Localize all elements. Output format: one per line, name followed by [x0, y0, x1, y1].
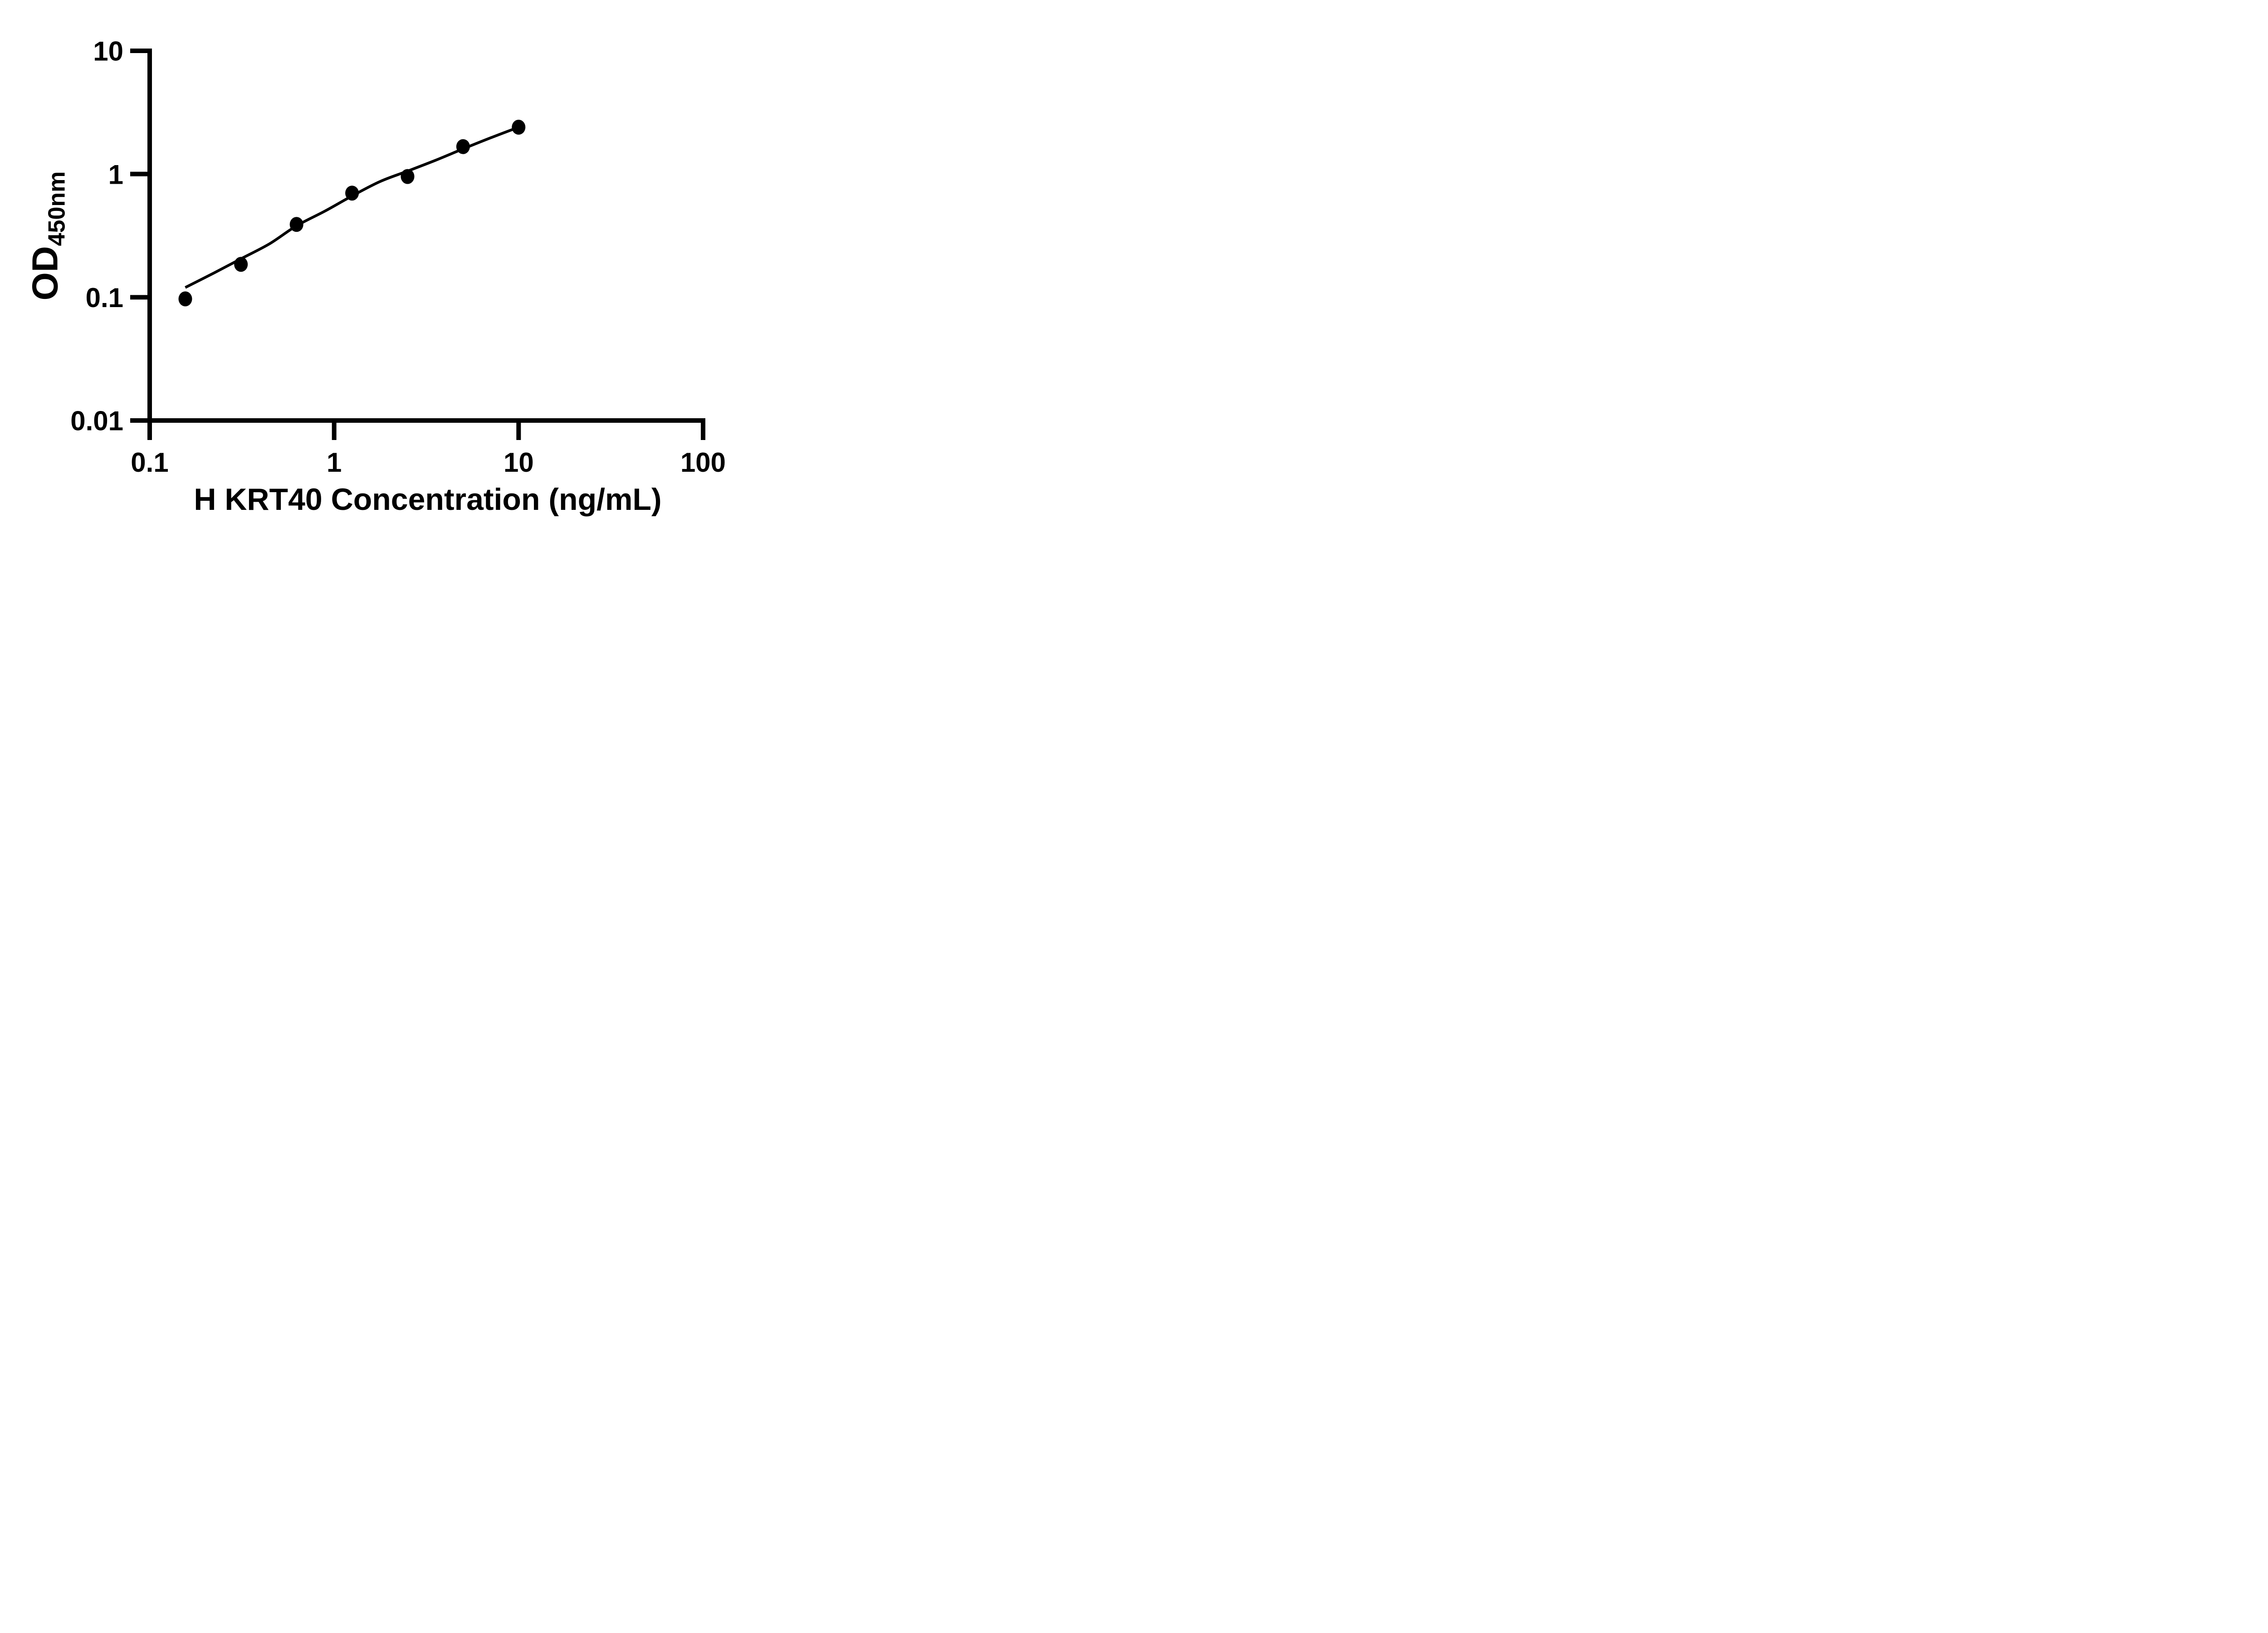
standard-curve-chart: 0.1 1 10 100 0.01 0.1 1 10 OD450nm — [24, 36, 726, 478]
data-point — [289, 217, 303, 232]
x-tick-label: 100 — [680, 447, 726, 478]
data-point — [178, 291, 192, 307]
y-tick-label: 0.1 — [86, 283, 123, 313]
x-tick-label: 1 — [327, 447, 342, 478]
y-tick-label: 1 — [108, 159, 123, 190]
data-point — [456, 139, 470, 154]
data-point — [234, 257, 248, 272]
x-axis-title: H KRT40 Concentration (ng/mL) — [194, 482, 662, 517]
y-tick-label: 0.01 — [70, 406, 123, 436]
x-tick-label: 0.1 — [131, 447, 168, 478]
data-point — [401, 169, 415, 184]
x-tick-label: 10 — [503, 447, 534, 478]
y-axis-title: OD450nm — [24, 171, 70, 301]
y-tick-label: 10 — [93, 36, 123, 67]
data-point — [512, 119, 526, 135]
data-point — [345, 186, 359, 201]
standard-curve-figure: 0.1 1 10 100 0.01 0.1 1 10 OD450nm H KRT40 Conce… — [0, 0, 777, 544]
